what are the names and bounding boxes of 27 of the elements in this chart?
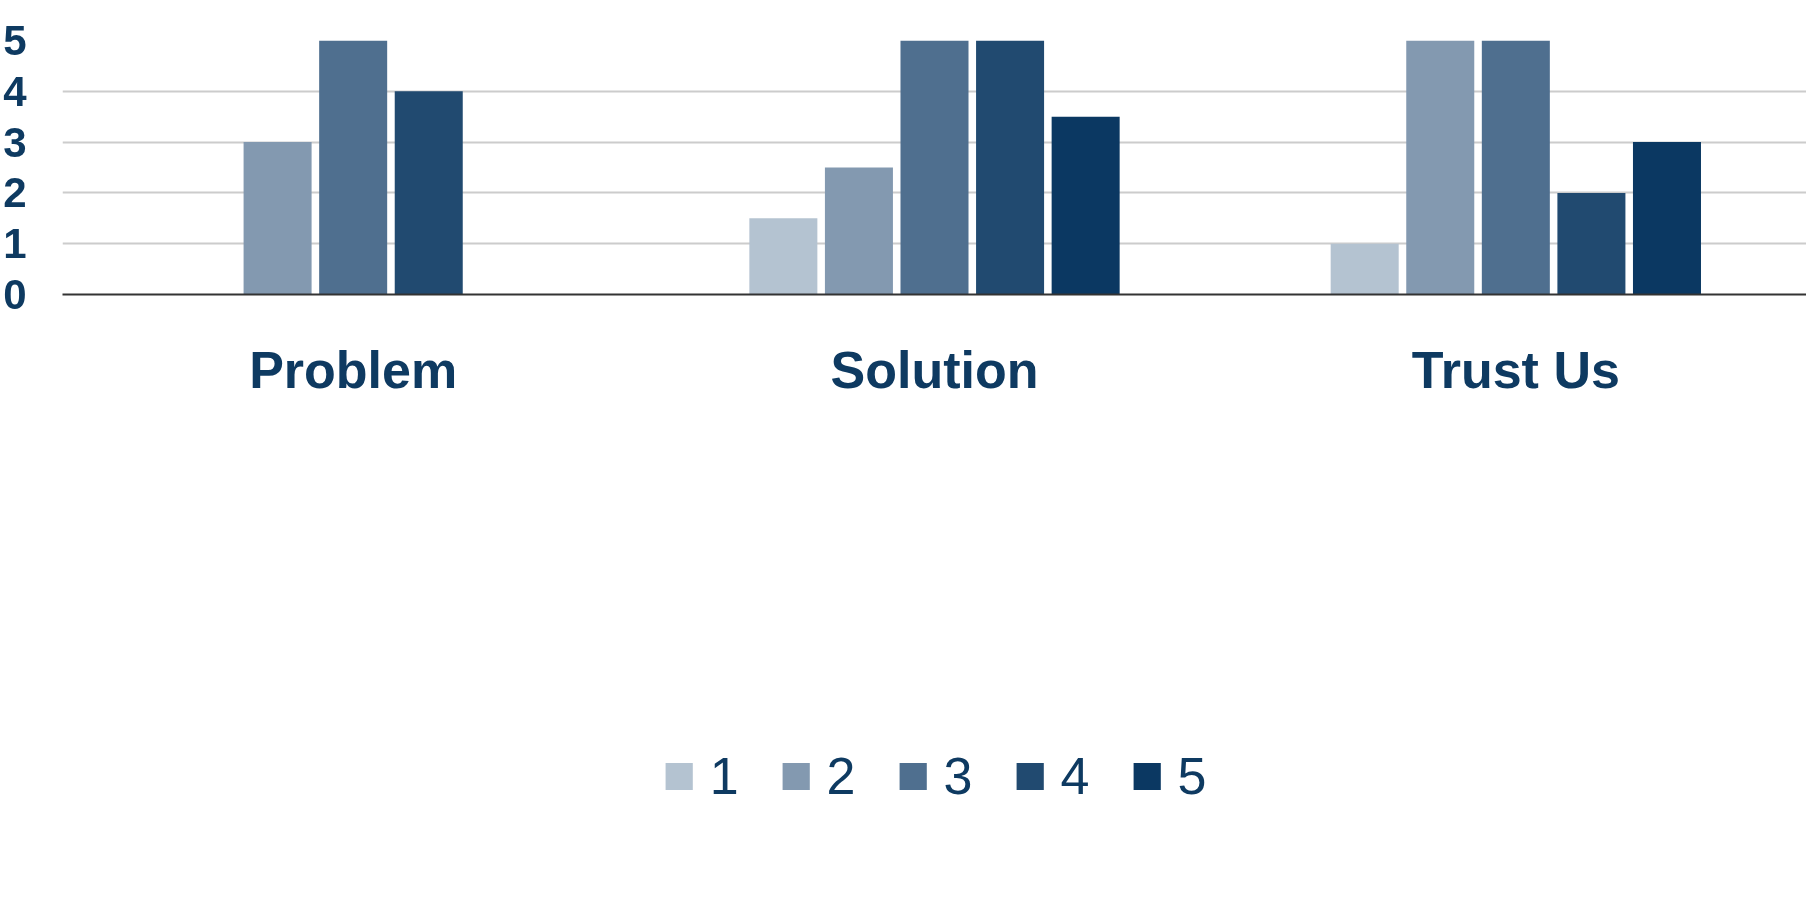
bar [976, 40, 1045, 295]
y-tick-label: 4 [3, 67, 28, 115]
legend-label: 5 [1177, 746, 1207, 806]
bar [243, 142, 312, 295]
y-tick-label: 3 [3, 118, 27, 166]
bar [1632, 142, 1701, 295]
legend-label: 3 [943, 746, 973, 806]
legend-label: 4 [1060, 746, 1090, 806]
y-tick-label: 0 [3, 271, 27, 318]
y-tick-label: 2 [3, 169, 27, 217]
legend-label: 2 [826, 746, 856, 806]
bar [319, 40, 388, 295]
x-tick-label: Solution [830, 340, 1039, 399]
bar [1330, 243, 1399, 295]
bar [1051, 116, 1120, 295]
bar [749, 218, 818, 295]
x-tick-label: Problem [249, 340, 458, 399]
legend-label: 1 [709, 746, 739, 806]
bar [1481, 40, 1550, 295]
bar [1406, 40, 1475, 295]
bar [1557, 192, 1626, 295]
y-tick-label: 1 [3, 220, 27, 268]
bar [824, 167, 893, 295]
bar [900, 40, 969, 295]
bar [394, 91, 463, 295]
x-tick-label: Trust Us [1411, 340, 1620, 399]
y-tick-label: 5 [3, 17, 27, 64]
